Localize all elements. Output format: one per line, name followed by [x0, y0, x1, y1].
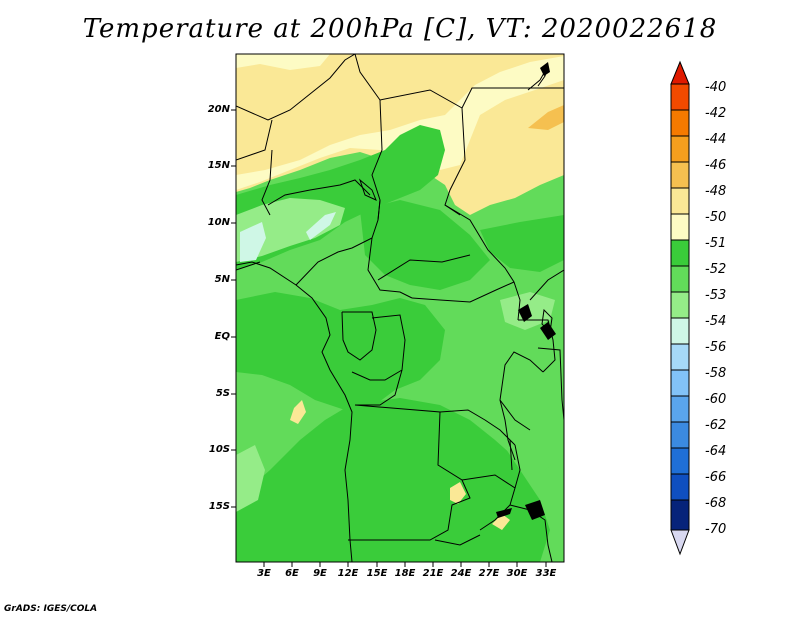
colorbar-segment [670, 473, 690, 501]
map-title: Temperature at 200hPa [C], VT: 202002261… [82, 14, 718, 44]
colorbar-segment [670, 291, 690, 319]
colorbar-segment [670, 447, 690, 475]
lat-label: 5S [215, 388, 230, 399]
colorbar-segment [670, 161, 690, 189]
field-top-strip [236, 54, 330, 70]
colorbar-segment [670, 265, 690, 293]
colorbar-segment [670, 421, 690, 449]
lat-label: 15S [208, 501, 230, 512]
lon-label: 9E [313, 568, 327, 579]
lat-label: 10N [207, 217, 230, 228]
colorbar-segment [670, 83, 690, 111]
colorbar-label: -53 [705, 288, 727, 303]
colorbar-label: -44 [705, 132, 727, 147]
lat-label: 20N [207, 104, 230, 115]
lat-label: 10S [208, 444, 230, 455]
colorbar-segment [670, 187, 690, 215]
lon-label: 24E [450, 568, 472, 579]
field-light-green-west [236, 198, 345, 262]
field-pale-yellow [236, 56, 564, 190]
colorbar-label: -68 [705, 496, 727, 511]
lat-label: 5N [214, 274, 230, 285]
colorbar-segment [670, 239, 690, 267]
lon-label: 12E [337, 568, 359, 579]
field-yellow-patch-1 [290, 400, 306, 424]
colorbar-top-triangle [670, 60, 690, 85]
colorbar-segment [670, 343, 690, 371]
field-congo-dark-green [236, 292, 445, 410]
colorbar-segment [670, 135, 690, 163]
field-south-dark-green [236, 398, 550, 562]
colorbar-label: -52 [705, 262, 727, 277]
colorbar-segment [670, 213, 690, 241]
field-cyan-patch-1 [306, 212, 336, 240]
colorbar-label: -48 [705, 184, 727, 199]
colorbar-label: -51 [705, 236, 727, 251]
colorbar-label: -66 [705, 470, 727, 485]
axis-ticks [231, 109, 547, 567]
colorbar-segment [670, 395, 690, 423]
colorbar-segment [670, 369, 690, 397]
colorbar-label: -46 [705, 158, 727, 173]
colorbar-segment [670, 317, 690, 345]
field-yellow-patch-3 [492, 514, 510, 530]
lat-label: EQ [214, 331, 230, 342]
lon-label: 18E [394, 568, 416, 579]
colorbar-segment [670, 499, 690, 531]
colorbar-label: -56 [705, 340, 727, 355]
field-southeast-mid-green [440, 372, 564, 470]
colorbar-label: -54 [705, 314, 727, 329]
lakes [496, 62, 556, 520]
colorbar-label: -42 [705, 106, 727, 121]
field-southwest-light-green [236, 445, 265, 512]
lat-label: 15N [207, 160, 230, 171]
colorbar-label: -70 [705, 522, 727, 537]
field-east-dark-green [480, 215, 564, 272]
colorbar-segment [670, 109, 690, 137]
field-central-dark-green [360, 200, 490, 290]
colorbar-label: -58 [705, 366, 727, 381]
lon-label: 15E [366, 568, 388, 579]
map-frame [235, 53, 565, 563]
field-yellow-patch-2 [450, 482, 466, 504]
field-cyan-patch-2 [240, 222, 266, 262]
colorbar-label: -50 [705, 210, 727, 225]
lon-label: 21E [422, 568, 444, 579]
credit-text: GrADS: IGES/COLA [4, 604, 98, 614]
colorbar-label: -60 [705, 392, 727, 407]
field-orange-patch [528, 105, 564, 130]
colorbar-label: -64 [705, 444, 727, 459]
lon-label: 27E [478, 568, 500, 579]
temperature-field [236, 54, 564, 562]
colorbar-label: -62 [705, 418, 727, 433]
colorbar-bottom-triangle [670, 529, 690, 556]
colorbar [670, 60, 690, 556]
lon-label: 3E [257, 568, 271, 579]
colorbar-label: -40 [705, 80, 727, 95]
lon-label: 6E [285, 568, 299, 579]
lon-label: 30E [506, 568, 528, 579]
lon-label: 33E [535, 568, 557, 579]
